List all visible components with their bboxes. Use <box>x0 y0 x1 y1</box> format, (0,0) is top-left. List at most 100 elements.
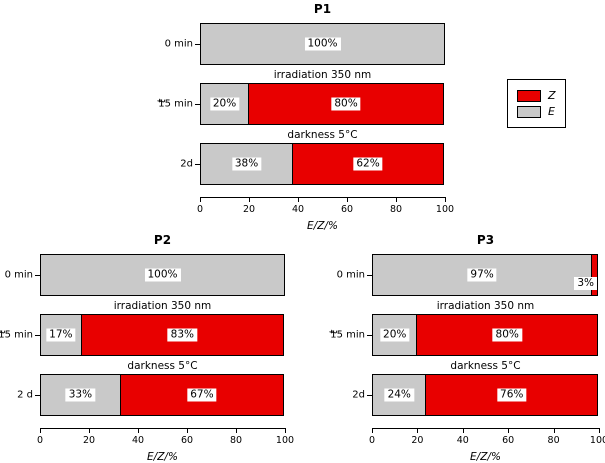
chart-p1: P1 0 min 100% irradiation 350 nm 15 min 20% 80… <box>156 2 454 232</box>
x-axis-line <box>372 428 599 429</box>
chart-p2: P2 0 min 100% irradiation 350 nm 15 min 17% 83… <box>0 233 294 463</box>
bar-row: 2d 38% 62% <box>180 143 445 185</box>
y-axis-label: t <box>328 329 341 335</box>
y-axis-label: t <box>156 98 169 104</box>
stacked-bar: 17% 83% <box>40 314 285 356</box>
bar-value-label: 3% <box>574 277 597 290</box>
x-tick-label: 100 <box>589 435 605 446</box>
x-tick-label: 20 <box>242 204 256 215</box>
bar-segment-e: 20% <box>372 314 418 356</box>
legend-swatch-z-icon <box>517 89 541 102</box>
x-tick-label: 60 <box>340 204 354 215</box>
bar-annotation: darkness 5°C <box>287 129 358 141</box>
bar-annotation: irradiation 350 nm <box>273 69 372 81</box>
bar-value-label: 83% <box>167 328 197 342</box>
x-tick-label: 40 <box>456 435 469 446</box>
y-axis-label: t <box>0 330 8 334</box>
y-tick-label: 15 min <box>0 329 33 341</box>
x-tick-label: 20 <box>411 435 424 446</box>
x-tick-mark <box>285 428 286 433</box>
bar-value-label: 76% <box>497 388 527 402</box>
x-tick-mark <box>553 428 555 433</box>
bar-value-label: 17% <box>46 328 76 342</box>
y-tick-mark <box>195 164 200 165</box>
bar-row: 0 min 100% <box>165 23 445 65</box>
bar-row: 15 min 20% 80% <box>330 314 599 356</box>
x-tick-mark <box>249 197 250 202</box>
chart-title: P2 <box>153 233 172 247</box>
legend-item-e: E <box>517 105 556 118</box>
stacked-bar: 20% 80% <box>200 83 445 125</box>
x-axis-label: E/Z/% <box>147 451 178 463</box>
x-tick-mark <box>445 197 446 202</box>
bar-segment-e: 17% <box>40 314 82 356</box>
bar-value-label: 97% <box>467 268 497 282</box>
bar-row: 2d 24% 76% <box>352 374 599 416</box>
bar-segment-z: 83% <box>80 314 284 356</box>
x-tick-label: 60 <box>180 435 194 446</box>
bar-segment-e: 100% <box>40 254 285 296</box>
x-tick-mark <box>508 428 510 433</box>
y-tick-mark <box>35 335 40 336</box>
chart-title: P3 <box>476 233 495 247</box>
bar-segment-e: 24% <box>372 374 427 416</box>
x-axis: 0 20 40 60 80 100 <box>196 197 454 219</box>
bar-value-label: 24% <box>384 388 414 402</box>
bar-segment-z: 3% <box>574 254 598 296</box>
x-axis-label: E/Z/% <box>470 451 501 463</box>
y-tick-mark <box>195 104 200 105</box>
legend: Z E <box>507 79 566 128</box>
bar-row: 15 min 17% 83% <box>0 314 285 356</box>
bar-row: 2 d 33% 67% <box>17 374 285 416</box>
y-tick-label: 0 min <box>336 269 365 281</box>
x-tick-label: 100 <box>435 204 455 215</box>
stacked-bar: 100% <box>40 254 285 296</box>
y-tick-mark <box>35 395 40 396</box>
x-tick-label: 0 <box>368 435 376 446</box>
x-tick-mark <box>40 428 41 433</box>
x-tick-label: 100 <box>275 435 295 446</box>
x-tick-mark <box>89 428 90 433</box>
bar-value-label: 62% <box>353 157 383 171</box>
chart-p3: P3 0 min 97% 3% irradiation 350 nm 15 min 20% 8… <box>328 233 605 463</box>
bar-annotation: irradiation 350 nm <box>113 300 212 312</box>
y-tick-mark <box>367 395 372 396</box>
bar-segment-e: 38% <box>200 143 294 185</box>
x-tick-label: 80 <box>547 435 560 446</box>
bar-value-label: 80% <box>492 328 522 342</box>
stacked-bar: 33% 67% <box>40 374 285 416</box>
bar-row: 0 min 100% <box>5 254 285 296</box>
y-tick-mark <box>35 275 40 276</box>
y-tick-label: 15 min <box>330 329 365 341</box>
y-tick-label: 15 min <box>158 98 193 110</box>
y-tick-label: 2d <box>352 389 365 401</box>
bar-segment-e: 33% <box>40 374 121 416</box>
x-tick-label: 20 <box>82 435 96 446</box>
stacked-bar: 38% 62% <box>200 143 445 185</box>
stacked-bar: 20% 80% <box>372 314 599 356</box>
x-tick-label: 40 <box>131 435 145 446</box>
bar-value-label: 38% <box>231 157 262 171</box>
plot-area: 0 min 97% 3% irradiation 350 nm 15 min 20% 80%… <box>328 248 599 416</box>
x-tick-label: 0 <box>196 204 204 215</box>
bar-value-label: 80% <box>331 97 361 111</box>
plot-area: 0 min 100% irradiation 350 nm 15 min 17% 83% d… <box>0 248 285 416</box>
bar-value-label: 100% <box>144 268 181 282</box>
bar-value-label: 33% <box>65 388 96 402</box>
y-tick-mark <box>367 335 372 336</box>
legend-label-z: Z <box>548 89 556 102</box>
x-tick-mark <box>236 428 237 433</box>
y-tick-label: 0 min <box>164 38 193 50</box>
x-tick-mark <box>200 197 201 202</box>
chart-title: P1 <box>313 2 332 16</box>
bar-annotation: darkness 5°C <box>127 360 198 372</box>
bar-value-label: 20% <box>380 328 410 342</box>
bar-value-label: 20% <box>209 97 240 111</box>
x-tick-mark <box>187 428 188 433</box>
legend-label-e: E <box>548 105 555 118</box>
bar-value-label: 67% <box>187 388 217 402</box>
x-tick-label: 0 <box>36 435 44 446</box>
stacked-bar: 24% 76% <box>372 374 599 416</box>
x-tick-mark <box>417 428 419 433</box>
